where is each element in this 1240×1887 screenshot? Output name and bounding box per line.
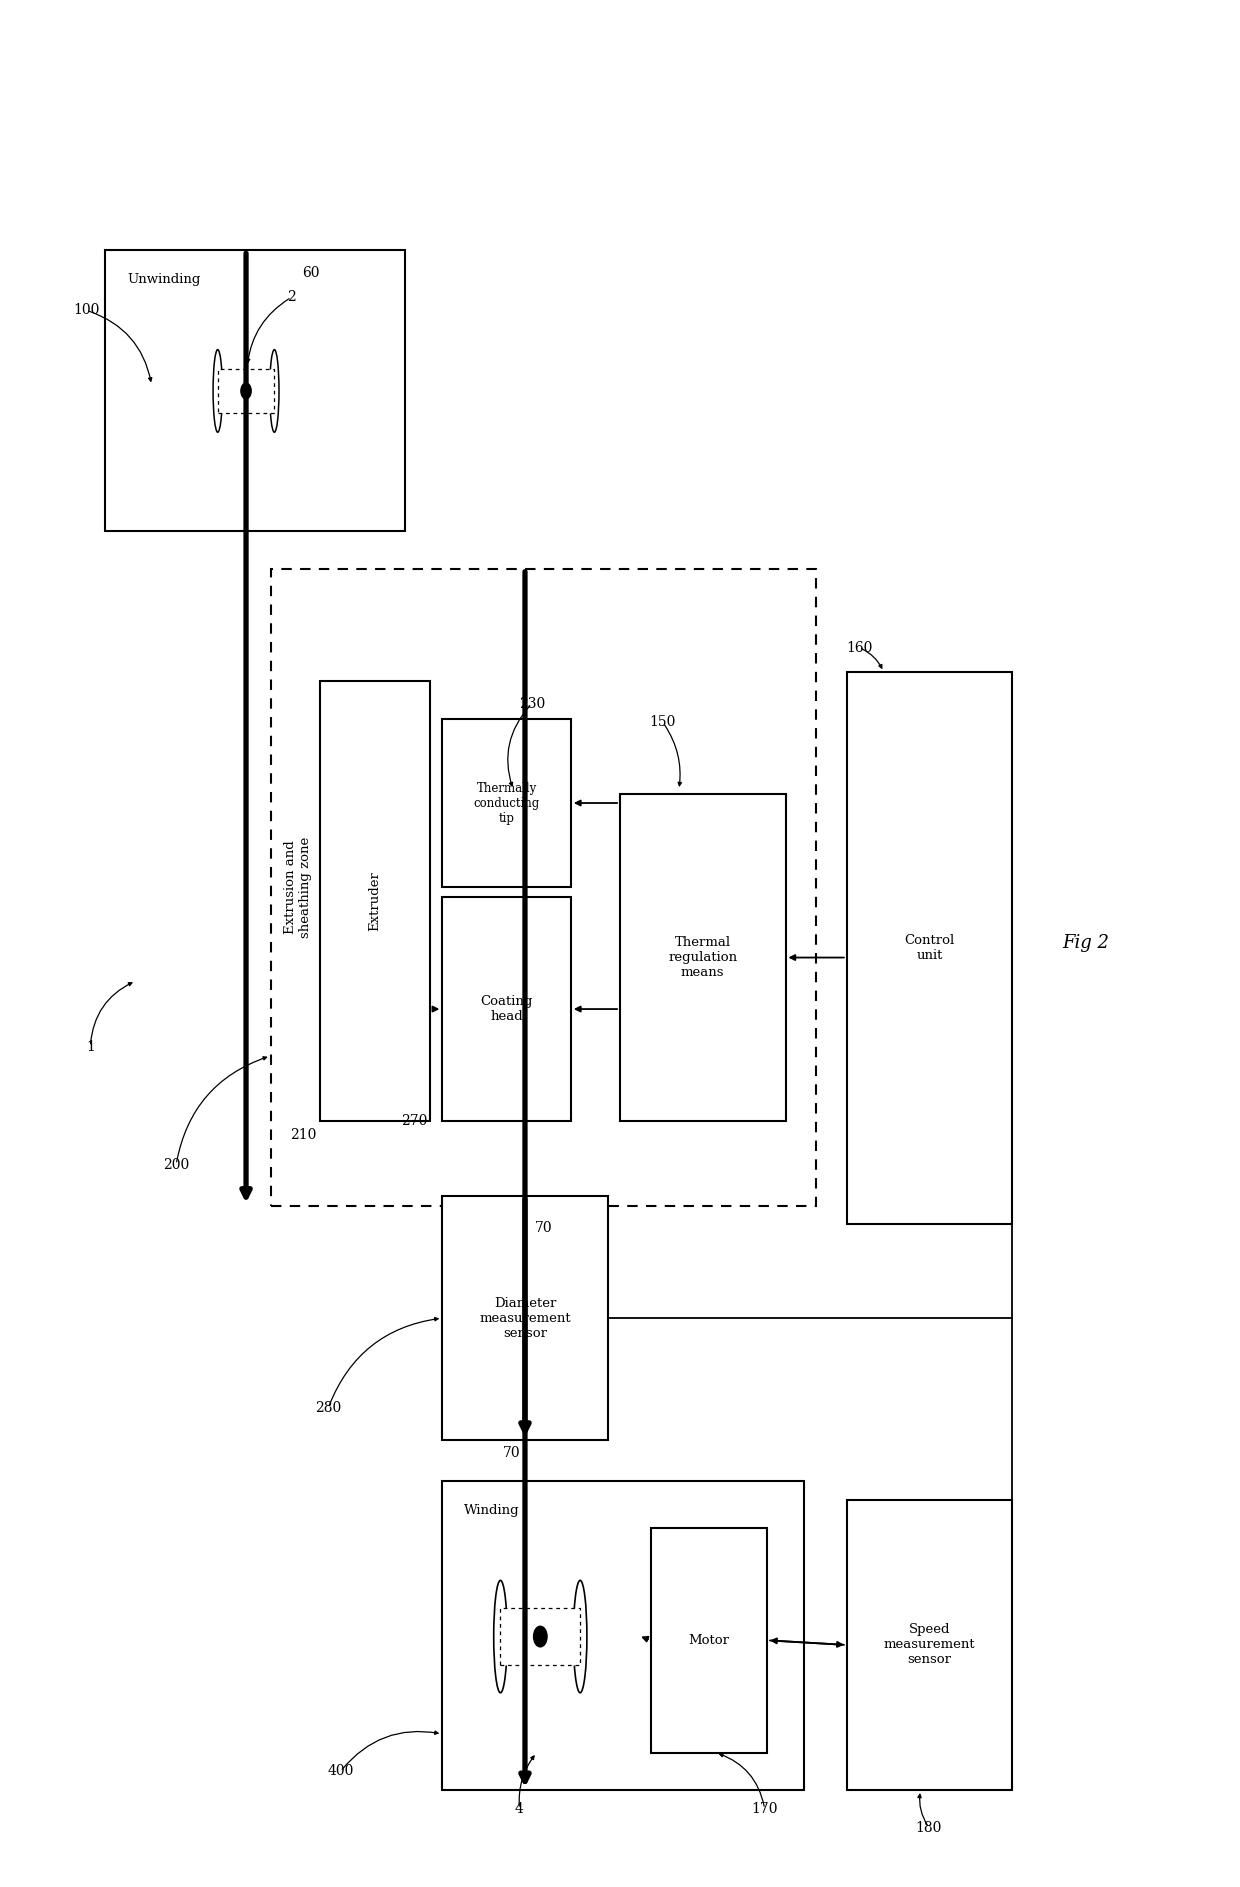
Text: 230: 230 [518, 696, 544, 711]
Text: 210: 210 [290, 1128, 317, 1142]
Text: 280: 280 [315, 1400, 341, 1415]
Text: Coating
head: Coating head [480, 994, 533, 1023]
Ellipse shape [213, 349, 222, 432]
Ellipse shape [270, 349, 279, 432]
Text: Extruder: Extruder [368, 872, 381, 932]
Text: Control
unit: Control unit [904, 934, 955, 962]
Text: 70: 70 [503, 1445, 521, 1461]
Bar [443, 1196, 608, 1440]
Ellipse shape [573, 1579, 587, 1693]
Ellipse shape [494, 1579, 507, 1693]
Text: Unwinding: Unwinding [128, 274, 201, 287]
Text: Motor: Motor [688, 1634, 729, 1647]
Text: 70: 70 [536, 1221, 553, 1236]
Text: Speed
measurement
sensor: Speed measurement sensor [884, 1623, 976, 1666]
Text: 270: 270 [401, 1115, 428, 1128]
Text: 2: 2 [286, 291, 296, 304]
Bar [270, 568, 816, 1206]
Text: Thermally
conducting
tip: Thermally conducting tip [474, 781, 539, 825]
Bar [320, 681, 430, 1121]
Bar [847, 1500, 1012, 1791]
Text: 160: 160 [846, 640, 872, 655]
Bar [620, 794, 785, 1121]
Circle shape [241, 383, 252, 398]
Bar [218, 370, 274, 413]
Text: 1: 1 [86, 1040, 94, 1053]
Bar [443, 896, 570, 1121]
Text: 60: 60 [303, 266, 320, 279]
Text: 100: 100 [73, 304, 100, 317]
Text: Winding: Winding [464, 1504, 520, 1517]
Bar [443, 719, 570, 887]
Text: 170: 170 [751, 1802, 777, 1815]
Text: 150: 150 [650, 715, 676, 730]
Bar [443, 1481, 804, 1791]
Circle shape [533, 1627, 547, 1647]
Text: 180: 180 [916, 1821, 942, 1834]
Text: Thermal
regulation
means: Thermal regulation means [668, 936, 738, 979]
Text: 200: 200 [162, 1157, 190, 1172]
Bar [105, 251, 405, 532]
Text: Fig 2: Fig 2 [1063, 934, 1110, 953]
Bar [651, 1528, 768, 1753]
Bar [501, 1608, 580, 1664]
Text: Extrusion and
sheathing zone: Extrusion and sheathing zone [284, 836, 311, 938]
Text: 4: 4 [515, 1802, 523, 1815]
Text: 400: 400 [327, 1764, 353, 1778]
Bar [847, 672, 1012, 1225]
Text: Diameter
measurement
sensor: Diameter measurement sensor [479, 1296, 570, 1340]
